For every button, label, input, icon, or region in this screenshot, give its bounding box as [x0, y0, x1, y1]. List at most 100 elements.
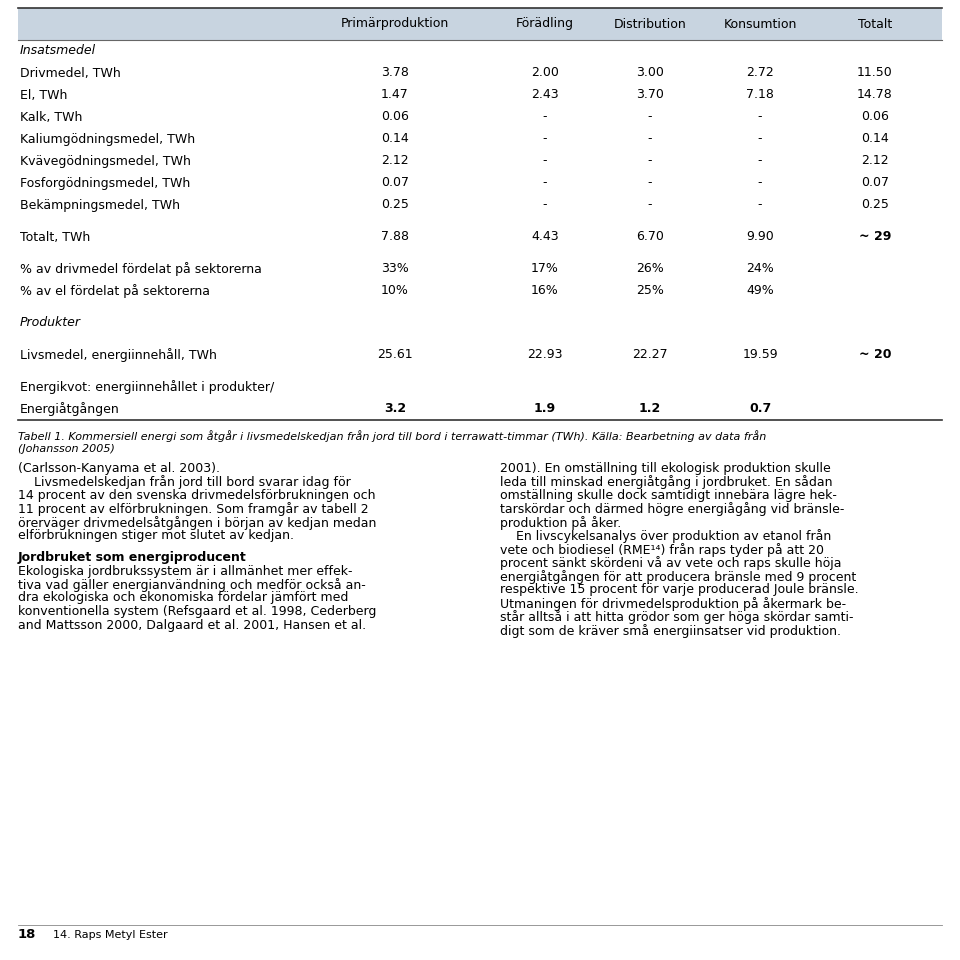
Text: 0.07: 0.07 — [861, 177, 889, 189]
Text: elförbrukningen stiger mot slutet av kedjan.: elförbrukningen stiger mot slutet av ked… — [18, 530, 294, 542]
Text: Produkter: Produkter — [20, 317, 81, 329]
Text: Livsmedel, energiinnehåll, TWh: Livsmedel, energiinnehåll, TWh — [20, 348, 217, 362]
Text: 0.06: 0.06 — [381, 110, 409, 124]
Text: 1.47: 1.47 — [381, 88, 409, 102]
Text: 22.27: 22.27 — [633, 348, 668, 362]
Text: Ekologiska jordbrukssystem är i allmänhet mer effek-: Ekologiska jordbrukssystem är i allmänhe… — [18, 564, 352, 578]
Text: 0.25: 0.25 — [381, 199, 409, 211]
Text: -: - — [542, 110, 547, 124]
Text: 1.9: 1.9 — [534, 402, 556, 416]
Text: 25.61: 25.61 — [377, 348, 413, 362]
Text: energiåtgången för att producera bränsle med 9 procent: energiåtgången för att producera bränsle… — [500, 570, 856, 584]
Text: Totalt: Totalt — [858, 17, 892, 31]
Text: 0.07: 0.07 — [381, 177, 409, 189]
Text: Tabell 1. Kommersiell energi som åtgår i livsmedelskedjan från jord till bord i : Tabell 1. Kommersiell energi som åtgår i… — [18, 430, 766, 442]
Text: -: - — [757, 110, 762, 124]
Text: 14 procent av den svenska drivmedelsförbrukningen och: 14 procent av den svenska drivmedelsförb… — [18, 489, 375, 502]
Text: vete och biodiesel (RME¹⁴) från raps tyder på att 20: vete och biodiesel (RME¹⁴) från raps tyd… — [500, 543, 824, 557]
Text: -: - — [648, 199, 652, 211]
Text: 26%: 26% — [636, 262, 664, 276]
Text: 0.06: 0.06 — [861, 110, 889, 124]
Text: Energiåtgången: Energiåtgången — [20, 402, 120, 416]
Text: 22.93: 22.93 — [527, 348, 563, 362]
Text: 11.50: 11.50 — [857, 66, 893, 80]
Text: El, TWh: El, TWh — [20, 88, 67, 102]
Text: respektive 15 procent för varje producerad Joule bränsle.: respektive 15 procent för varje producer… — [500, 584, 858, 596]
Text: 3.78: 3.78 — [381, 66, 409, 80]
Text: 9.90: 9.90 — [746, 230, 774, 244]
Text: Konsumtion: Konsumtion — [723, 17, 797, 31]
Text: -: - — [757, 155, 762, 167]
Text: (Johansson 2005): (Johansson 2005) — [18, 444, 115, 454]
Text: Kvävegödningsmedel, TWh: Kvävegödningsmedel, TWh — [20, 155, 191, 167]
Text: Utmaningen för drivmedelsproduktion på åkermark be-: Utmaningen för drivmedelsproduktion på å… — [500, 597, 846, 611]
Text: 49%: 49% — [746, 284, 774, 298]
Text: 25%: 25% — [636, 284, 664, 298]
Text: 2.00: 2.00 — [531, 66, 559, 80]
Text: Drivmedel, TWh: Drivmedel, TWh — [20, 66, 121, 80]
Text: 11 procent av elförbrukningen. Som framgår av tabell 2: 11 procent av elförbrukningen. Som framg… — [18, 502, 369, 516]
Text: Insatsmedel: Insatsmedel — [20, 44, 96, 58]
Text: Bekämpningsmedel, TWh: Bekämpningsmedel, TWh — [20, 199, 180, 211]
Text: -: - — [542, 132, 547, 146]
Text: 10%: 10% — [381, 284, 409, 298]
Text: -: - — [757, 132, 762, 146]
Text: -: - — [542, 155, 547, 167]
Text: tiva vad gäller energianvändning och medför också an-: tiva vad gäller energianvändning och med… — [18, 578, 366, 592]
Text: 1.2: 1.2 — [638, 402, 661, 416]
Text: dra ekologiska och ekonomiska fördelar jämfört med: dra ekologiska och ekonomiska fördelar j… — [18, 591, 348, 605]
Text: En livscykelsanalys över produktion av etanol från: En livscykelsanalys över produktion av e… — [500, 530, 831, 543]
Text: 7.88: 7.88 — [381, 230, 409, 244]
Text: -: - — [757, 177, 762, 189]
Text: and Mattsson 2000, Dalgaard et al. 2001, Hansen et al.: and Mattsson 2000, Dalgaard et al. 2001,… — [18, 618, 366, 632]
Text: 4.43: 4.43 — [531, 230, 559, 244]
Text: 2.12: 2.12 — [381, 155, 409, 167]
Text: 0.14: 0.14 — [381, 132, 409, 146]
Text: -: - — [648, 155, 652, 167]
Text: ~ 20: ~ 20 — [859, 348, 891, 362]
Text: örerväger drivmedelsåtgången i början av kedjan medan: örerväger drivmedelsåtgången i början av… — [18, 516, 376, 530]
Text: produktion på åker.: produktion på åker. — [500, 516, 621, 530]
Text: Kaliumgödningsmedel, TWh: Kaliumgödningsmedel, TWh — [20, 132, 195, 146]
Text: Kalk, TWh: Kalk, TWh — [20, 110, 83, 124]
Text: 2001). En omställning till ekologisk produktion skulle: 2001). En omställning till ekologisk pro… — [500, 462, 830, 475]
Text: ~ 29: ~ 29 — [859, 230, 891, 244]
Text: leda till minskad energiåtgång i jordbruket. En sådan: leda till minskad energiåtgång i jordbru… — [500, 475, 832, 490]
Text: 6.70: 6.70 — [636, 230, 664, 244]
Text: 0.14: 0.14 — [861, 132, 889, 146]
Text: Distribution: Distribution — [613, 17, 686, 31]
Text: 2.12: 2.12 — [861, 155, 889, 167]
Text: digt som de kräver små energiinsatser vid produktion.: digt som de kräver små energiinsatser vi… — [500, 624, 841, 638]
Text: konventionella system (Refsgaard et al. 1998, Cederberg: konventionella system (Refsgaard et al. … — [18, 605, 376, 618]
Text: Primärproduktion: Primärproduktion — [341, 17, 449, 31]
Text: Livsmedelskedjan från jord till bord svarar idag för: Livsmedelskedjan från jord till bord sva… — [18, 475, 350, 490]
Text: 3.70: 3.70 — [636, 88, 664, 102]
Text: 24%: 24% — [746, 262, 774, 276]
Text: 14. Raps Metyl Ester: 14. Raps Metyl Ester — [53, 930, 168, 940]
Text: 0.7: 0.7 — [749, 402, 771, 416]
Text: 2.43: 2.43 — [531, 88, 559, 102]
Text: 17%: 17% — [531, 262, 559, 276]
Text: -: - — [542, 177, 547, 189]
Text: Totalt, TWh: Totalt, TWh — [20, 230, 90, 244]
Text: Fosforgödningsmedel, TWh: Fosforgödningsmedel, TWh — [20, 177, 190, 189]
Text: 3.00: 3.00 — [636, 66, 664, 80]
Text: 0.25: 0.25 — [861, 199, 889, 211]
Text: % av el fördelat på sektorerna: % av el fördelat på sektorerna — [20, 284, 210, 298]
Text: 7.18: 7.18 — [746, 88, 774, 102]
Text: 3.2: 3.2 — [384, 402, 406, 416]
Text: Jordbruket som energiproducent: Jordbruket som energiproducent — [18, 551, 247, 564]
Text: 2.72: 2.72 — [746, 66, 774, 80]
Text: (Carlsson-Kanyama et al. 2003).: (Carlsson-Kanyama et al. 2003). — [18, 462, 220, 475]
Text: står alltså i att hitta grödor som ger höga skördar samti-: står alltså i att hitta grödor som ger h… — [500, 611, 853, 624]
Bar — [18, 8, 942, 40]
Text: Energikvot: energiinnehållet i produkter/: Energikvot: energiinnehållet i produkter… — [20, 380, 275, 394]
Text: % av drivmedel fördelat på sektorerna: % av drivmedel fördelat på sektorerna — [20, 262, 262, 276]
Text: omställning skulle dock samtidigt innebära lägre hek-: omställning skulle dock samtidigt innebä… — [500, 489, 837, 502]
Text: -: - — [757, 199, 762, 211]
Text: -: - — [648, 177, 652, 189]
Text: tarskördar och därmed högre energiågång vid bränsle-: tarskördar och därmed högre energiågång … — [500, 502, 845, 516]
Text: 14.78: 14.78 — [857, 88, 893, 102]
Text: 19.59: 19.59 — [742, 348, 778, 362]
Text: Förädling: Förädling — [516, 17, 574, 31]
